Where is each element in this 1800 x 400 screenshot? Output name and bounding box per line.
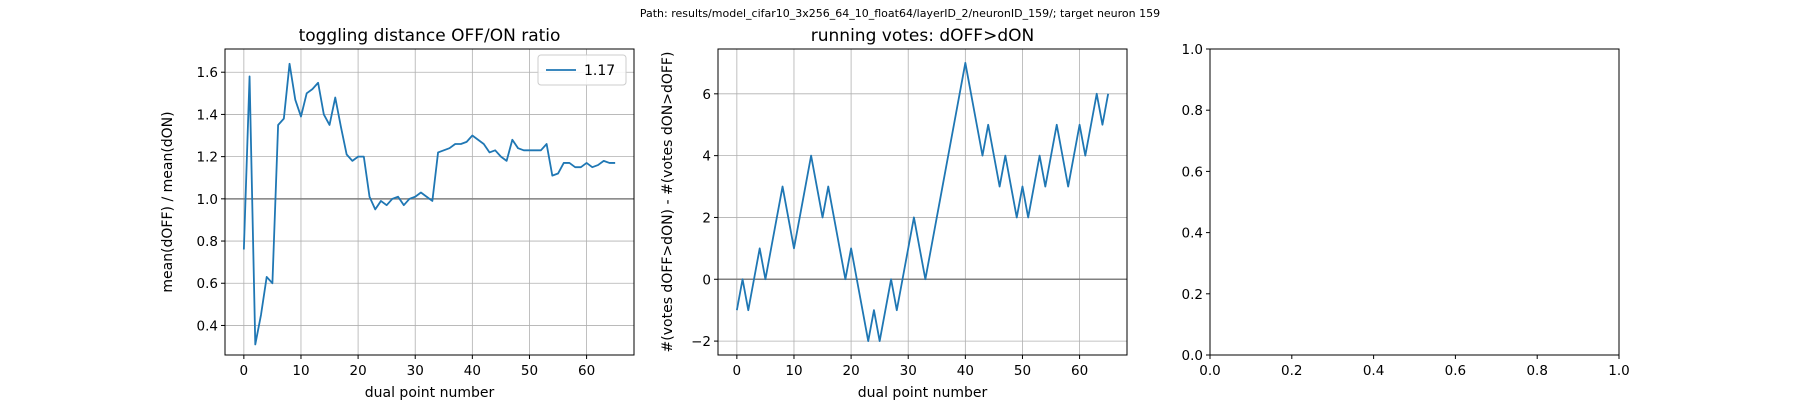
x-tick-label: 0: [733, 363, 742, 379]
chart-title: running votes: dOFF>dON: [811, 26, 1034, 46]
x-tick-label: 50: [1014, 363, 1031, 379]
x-tick-label: 10: [292, 363, 309, 379]
axes-empty: 0.0 0.2 0.4 0.6 0.8 1.0 0.0 0.2 0.4 0.6 0.8 1.0: [1182, 42, 1630, 379]
y-tick-label: 1.0: [1182, 42, 1203, 58]
y-tick-label: 6: [702, 87, 711, 103]
y-axis-label: mean(dOFF) / mean(dON): [160, 111, 176, 292]
x-tick-label: 0.0: [1199, 363, 1220, 379]
axes-toggling-ratio: 0 10 20 30 40 50 60 0.4 0.6 0.8 1.0 1.2 1.4 1.6 toggli…: [160, 26, 635, 400]
x-tick-label: 40: [957, 363, 974, 379]
x-tick-label: 60: [578, 363, 595, 379]
x-tick-label: 0: [240, 363, 249, 379]
y-tick-label: 0.8: [197, 234, 218, 250]
x-tick-label: 20: [843, 363, 860, 379]
y-tick-label: 0.0: [1182, 348, 1203, 364]
axes-frame: [717, 48, 1128, 356]
x-axis-label: dual point number: [365, 385, 495, 400]
figure-suptitle: Path: results/model_cifar10_3x256_64_10_…: [640, 7, 1160, 20]
x-tick-label: 30: [407, 363, 424, 379]
x-tick-label: 1.0: [1608, 363, 1629, 379]
x-tick-label: 0.6: [1445, 363, 1466, 379]
chart-title: toggling distance OFF/ON ratio: [299, 26, 561, 46]
series-line: [735, 62, 1110, 342]
y-tick-label: 1.4: [197, 107, 218, 123]
y-tick-label: 1.0: [197, 192, 218, 208]
x-tick-label: 20: [350, 363, 367, 379]
y-tick-label: 2: [702, 210, 711, 226]
x-tick-label: 0.2: [1281, 363, 1302, 379]
axes-running-votes: 0 10 20 30 40 50 60 −2 0 2 4 6 running votes: dOFF>d…: [660, 26, 1128, 400]
x-tick-label: 30: [900, 363, 917, 379]
y-tick-label: 1.6: [197, 65, 218, 81]
x-tick-label: 40: [464, 363, 481, 379]
y-tick-label: −2: [691, 334, 711, 350]
series-line: [242, 62, 616, 346]
x-tick-label: 60: [1071, 363, 1088, 379]
y-tick-label: 4: [702, 149, 711, 165]
y-tick-label: 0.4: [197, 318, 218, 334]
x-tick-label: 10: [785, 363, 802, 379]
y-tick-label: 0.6: [197, 276, 218, 292]
y-tick-label: 0.4: [1182, 226, 1203, 242]
axes-frame: [1209, 48, 1620, 356]
x-tick-label: 0.4: [1363, 363, 1384, 379]
y-axis-label: #(votes dOFF>dON) - #(votes dON>dOFF): [660, 52, 676, 353]
y-tick-label: 0.6: [1182, 164, 1203, 180]
y-tick-label: 0.2: [1182, 287, 1203, 303]
y-tick-label: 0: [702, 272, 711, 288]
x-axis-label: dual point number: [858, 385, 988, 400]
y-tick-label: 0.8: [1182, 103, 1203, 119]
axes-frame: [224, 48, 635, 356]
legend-box: [537, 54, 627, 86]
y-tick-label: 1.2: [197, 150, 218, 166]
x-tick-label: 0.8: [1526, 363, 1547, 379]
x-tick-label: 50: [521, 363, 538, 379]
legend-entry: 1.17: [584, 63, 615, 79]
